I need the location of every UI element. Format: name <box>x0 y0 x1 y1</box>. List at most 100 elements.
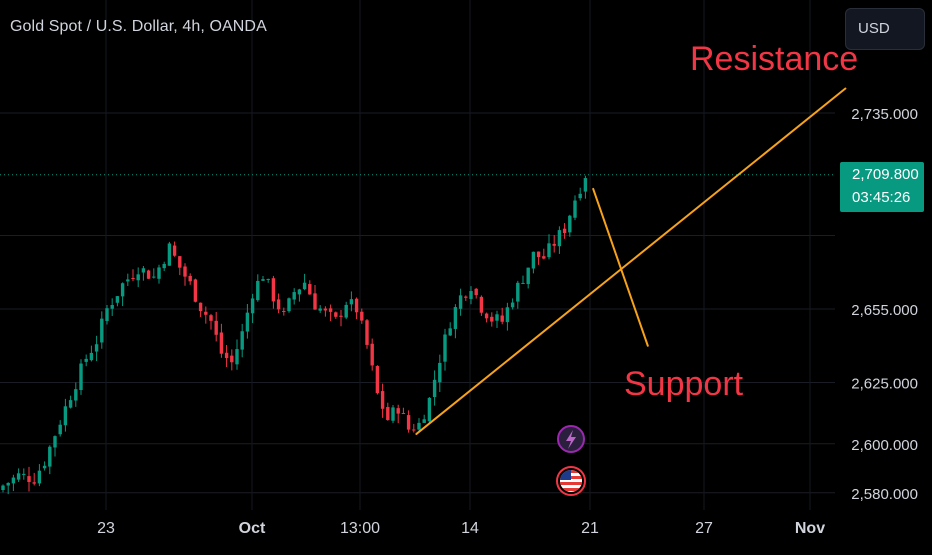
candle-up <box>516 282 520 302</box>
time-tick-label: Oct <box>239 520 266 537</box>
candle-down <box>412 429 416 431</box>
candle-up <box>37 470 42 484</box>
price-tick-label: 2,655.000 <box>851 302 918 319</box>
time-tick-label: Nov <box>795 520 825 537</box>
last-price-tag: 2,709.800 03:45:26 <box>840 162 924 212</box>
candle-down <box>334 312 338 317</box>
candle-down <box>328 308 333 312</box>
candle-down <box>209 315 213 321</box>
price-tick-label: 2,625.000 <box>851 376 918 393</box>
candle-up <box>89 352 94 361</box>
candle-up <box>349 299 354 305</box>
candle-down <box>313 293 317 310</box>
price-tick-label: 2,735.000 <box>851 106 918 123</box>
price-tick-label: 2,580.000 <box>851 486 918 503</box>
currency-button[interactable]: USD <box>845 8 925 50</box>
resistance-label[interactable]: Resistance <box>690 40 858 78</box>
candle-up <box>74 389 78 401</box>
candle-up <box>526 267 530 285</box>
time-tick-label: 14 <box>461 520 479 537</box>
price-axis[interactable]: 2,735.000 2,655.000 2,625.000 2,600.000 2,58… <box>851 106 918 503</box>
candle-down <box>230 355 234 363</box>
candle-down <box>224 352 229 359</box>
candle-up <box>250 298 255 314</box>
time-tick-label: 13:00 <box>340 520 380 537</box>
candle-down <box>198 302 203 312</box>
candle-down <box>271 278 276 302</box>
candle-up <box>126 279 130 282</box>
candle-up <box>42 465 47 469</box>
candle-down <box>396 408 400 414</box>
candle-down <box>386 407 390 420</box>
candle-down <box>464 296 468 298</box>
candle-up <box>48 446 52 467</box>
candle-up <box>120 283 125 297</box>
candle-down <box>172 245 177 256</box>
time-tick-label: 21 <box>581 520 599 537</box>
candle-down <box>500 315 504 322</box>
time-axis[interactable]: 23 Oct 13:00 14 21 27 Nov <box>97 520 825 537</box>
candle-up <box>152 276 156 278</box>
candle-down <box>193 279 198 302</box>
candle-up <box>245 312 250 332</box>
candle-up <box>510 302 515 308</box>
candle-up <box>297 289 302 295</box>
candle-up <box>505 307 510 323</box>
candle-down <box>131 277 135 279</box>
candle-up <box>583 178 588 192</box>
candle-up <box>469 291 473 299</box>
time-tick-label: 23 <box>97 520 115 537</box>
support-label[interactable]: Support <box>624 365 744 403</box>
candle-up <box>443 334 447 362</box>
candle-up <box>427 397 432 422</box>
candle-up <box>261 279 265 281</box>
candle-up <box>573 200 577 218</box>
trendlines[interactable] <box>415 87 847 435</box>
candle-down <box>536 251 541 258</box>
candle-down <box>552 243 556 246</box>
candle-up <box>53 436 57 448</box>
trendline <box>415 87 847 435</box>
candle-down <box>323 308 328 311</box>
candle-down <box>214 320 218 335</box>
candle-up <box>531 251 536 269</box>
candle-up <box>417 422 421 430</box>
candle-up <box>458 295 463 309</box>
symbol-title[interactable]: Gold Spot / U.S. Dollar, 4h, OANDA <box>10 18 267 35</box>
candle-down <box>562 228 567 234</box>
lightning-event-icon[interactable] <box>557 425 585 453</box>
candle-down <box>542 256 546 259</box>
candle-up <box>547 243 551 258</box>
candle-up <box>256 280 260 301</box>
candle-up <box>68 400 73 408</box>
candle-up <box>292 292 296 300</box>
candle-up <box>94 344 99 352</box>
candle-up <box>235 349 239 365</box>
candle-down <box>219 332 224 354</box>
candle-down <box>490 316 494 322</box>
grid-lines <box>0 0 835 510</box>
candle-down <box>380 391 385 409</box>
candle-down <box>308 284 312 295</box>
candle-down <box>183 266 187 277</box>
candle-up <box>100 318 104 343</box>
candle-down <box>375 366 380 394</box>
candle-up <box>110 305 114 309</box>
candle-up <box>495 314 499 321</box>
candle-up <box>240 331 244 350</box>
candle-up <box>115 296 120 303</box>
candles <box>1 175 588 495</box>
candle-up <box>422 419 426 423</box>
candle-up <box>568 215 572 233</box>
candle-up <box>58 424 62 435</box>
price-tick-label: 2,600.000 <box>851 437 918 454</box>
candle-up <box>448 328 452 336</box>
us-flag-event-icon[interactable] <box>556 466 586 496</box>
candle-up <box>287 298 291 312</box>
candle-down <box>365 320 369 345</box>
candle-down <box>178 256 182 268</box>
candle-up <box>157 267 161 279</box>
candle-up <box>136 274 140 281</box>
